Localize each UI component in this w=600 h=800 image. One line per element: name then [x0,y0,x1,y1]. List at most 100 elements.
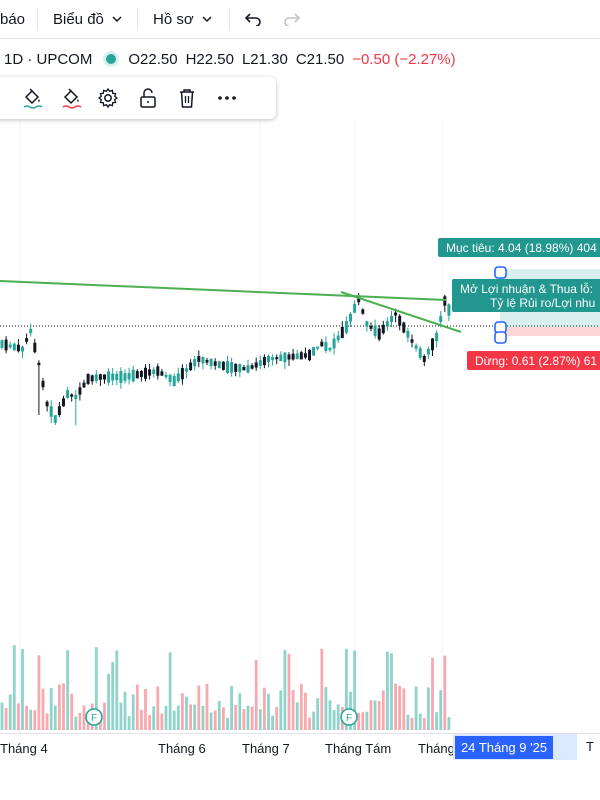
candle-body [123,373,127,381]
more-button[interactable] [212,83,242,113]
target-handle[interactable] [494,266,507,279]
chart-menu-button[interactable]: Biểu đồ [53,0,122,38]
alerts-label: báo [0,10,26,28]
time-axis-label: Tháng 6 [158,741,206,756]
volume-bar [365,711,369,730]
trash-icon [180,89,194,108]
volume-bar [308,717,311,730]
volume-bar [123,691,127,730]
profile-menu-label: Hồ sơ [153,10,194,28]
candle-body [357,295,361,303]
volume-bar [353,650,356,730]
candle-body [246,365,250,373]
crosshair-date-label: 24 Tháng 9 '25 [455,736,553,759]
volume-bar [74,716,78,730]
volume-bar [82,705,86,730]
trendline-upper[interactable] [0,280,447,301]
stop-label: Dừng: 0.61 (2.87%) 61 [467,351,600,370]
volume-bar [299,683,303,730]
candle-body [98,374,102,380]
volume-bar [131,694,135,730]
paint-bucket-icon [23,88,43,109]
candle-body [369,325,373,329]
candle-body [8,344,12,348]
candle-body [410,339,414,343]
candle-body [406,330,410,338]
candle-body [78,387,82,395]
event-marker-f[interactable]: F [85,708,103,726]
candle-body [139,371,143,377]
candle-body [443,296,447,306]
volume-bar [172,710,176,730]
candle-body [328,347,332,351]
paint-bucket-icon [62,88,82,109]
candle-body [336,335,340,341]
candle-body [279,354,283,362]
unlock-icon [140,88,156,108]
volume-bar [37,655,41,730]
volume-bar [49,687,53,730]
candle-body [12,343,16,351]
volume-bar [381,690,385,730]
candle-body [193,359,197,367]
volume-bar [369,700,373,730]
volume-bar [135,684,139,730]
svg-text:F: F [91,713,97,724]
candle-body [295,353,299,359]
alerts-button[interactable]: báo [0,0,25,38]
candle-body [160,371,164,376]
lock-button[interactable] [133,83,163,113]
candle-body [431,338,434,351]
time-axis-label: Tháng 7 [242,741,290,756]
candle-body [283,352,287,363]
delete-button[interactable] [172,83,202,113]
candle-body [16,344,20,352]
volume-bar [58,684,61,730]
trendline-lower[interactable] [340,291,462,333]
pnl-label: Mở Lợi nhuận & Thua lỗ: Tỷ lệ Rủi ro/Lợi… [452,279,600,312]
profile-menu-button[interactable]: Hồ sơ [153,0,212,38]
volume-bar [361,712,365,730]
candle-body [394,312,398,316]
undo-icon [244,13,261,26]
candle-body [299,352,303,360]
volume-bar [394,683,397,730]
symbol-interval[interactable]: 1D · UPCOM [4,50,93,68]
volume-bar [66,650,69,730]
candle-body [82,382,86,388]
redo-button[interactable] [283,0,301,38]
volume-bar [258,709,262,730]
settings-button[interactable] [93,83,123,113]
volume-bar [0,702,4,730]
event-marker-f[interactable]: F [340,708,358,726]
gear-icon [97,87,119,109]
chart-menu-label: Biểu đồ [53,10,104,28]
candle-body [74,394,78,400]
volume-bar [140,709,143,730]
candle-body [156,366,160,376]
volume-bar [435,712,438,730]
volume-bar [185,696,188,730]
candle-body [213,361,217,366]
stop-handle[interactable] [494,331,507,344]
fill-color-button[interactable] [18,83,48,113]
undo-button[interactable] [244,0,262,38]
candle-body [180,368,184,380]
candle-body [291,353,295,360]
candle-body [267,355,270,363]
price-chart[interactable]: F F [0,119,600,733]
volume-bar [304,692,307,730]
candle-body [373,325,377,336]
line-color-button[interactable] [57,83,87,113]
volume-bar [246,705,250,730]
candle-body [90,375,94,382]
volume-bar [295,702,299,730]
volume-bar [4,708,8,730]
volume-bar [53,705,57,730]
volume-bar [107,673,110,730]
candle-body [418,348,422,358]
stop-zone[interactable] [500,327,600,336]
volume-bar [144,688,147,730]
volume-bar [279,690,283,730]
volume-bar [222,707,225,730]
